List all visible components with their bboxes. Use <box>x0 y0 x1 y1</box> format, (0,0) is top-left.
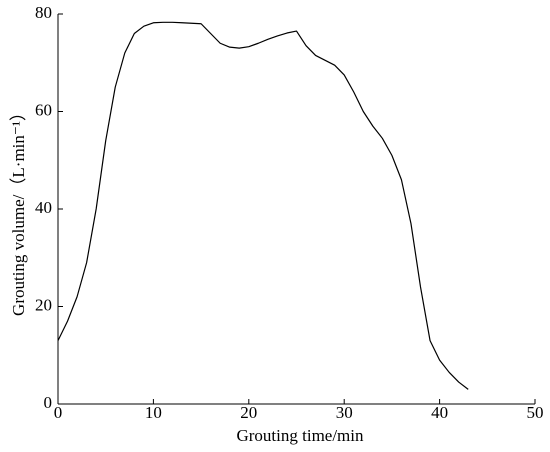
data-line <box>57 21 469 390</box>
x-tick-label: 50 <box>527 403 544 422</box>
x-tick-label: 20 <box>240 403 257 422</box>
y-axis-label: Grouting volume/（L·min⁻¹） <box>9 104 28 316</box>
x-tick-label: 40 <box>431 403 448 422</box>
x-tick-label: 10 <box>145 403 162 422</box>
y-tick-label: 80 <box>35 3 52 22</box>
y-tick-label: 20 <box>35 295 52 314</box>
y-tick-label: 0 <box>44 393 53 412</box>
y-tick-label: 60 <box>35 100 52 119</box>
y-tick-label: 40 <box>35 198 52 217</box>
x-tick-label: 30 <box>336 403 353 422</box>
x-tick-label: 0 <box>54 403 63 422</box>
x-axis-label: Grouting time/min <box>236 426 364 445</box>
